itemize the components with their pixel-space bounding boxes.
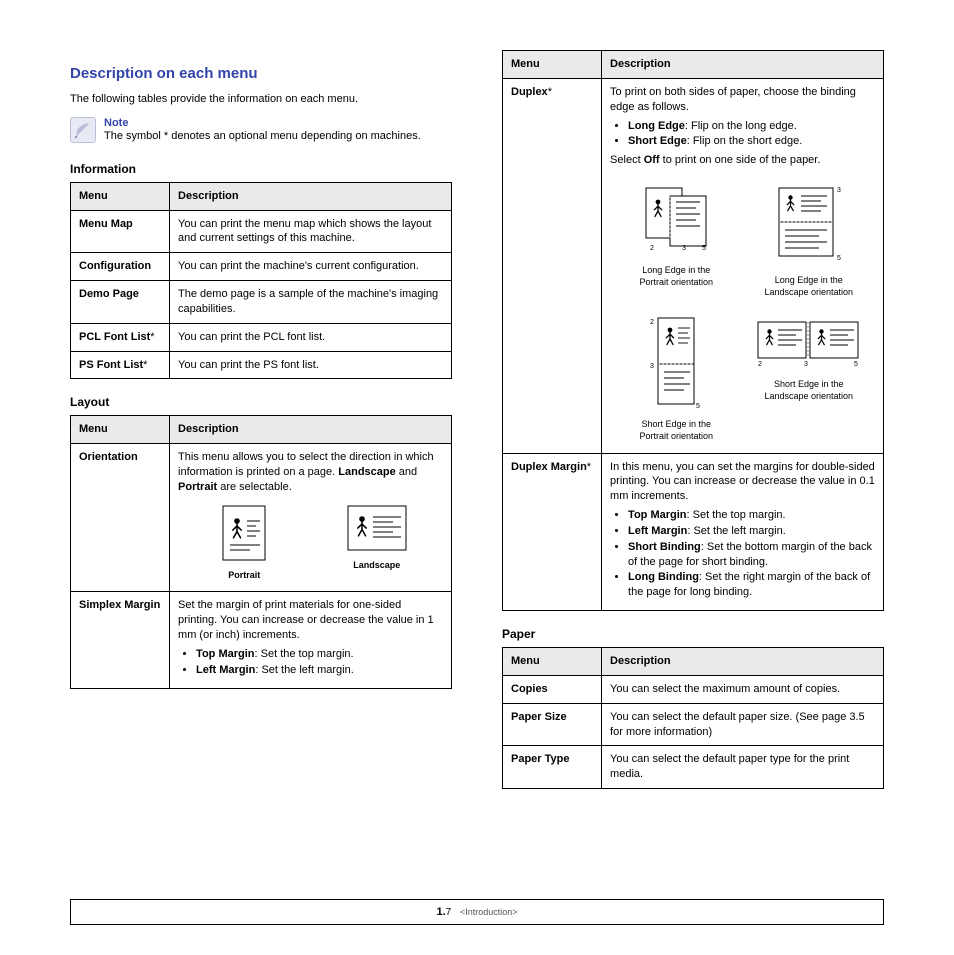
info-row-menu: Menu Map <box>71 210 170 253</box>
paper-row-desc: You can select the maximum amount of cop… <box>602 675 884 703</box>
info-row-menu: PCL Font List* <box>71 323 170 351</box>
duplex-long-landscape-icon: 35 <box>771 182 847 271</box>
paper-row-desc: You can select the default paper type fo… <box>602 746 884 789</box>
info-row-menu: PS Font List* <box>71 351 170 379</box>
svg-text:5: 5 <box>837 255 841 262</box>
paper-row-menu: Paper Type <box>503 746 602 789</box>
note-body: The symbol * denotes an optional menu de… <box>104 129 421 144</box>
th-desc: Description <box>170 416 452 444</box>
layout-orientation-menu: Orientation <box>71 444 170 592</box>
info-row-menu: Demo Page <box>71 281 170 324</box>
note-heading: Note <box>104 117 421 129</box>
note-block: Note The symbol * denotes an optional me… <box>70 117 452 144</box>
layout-simplex-menu: Simplex Margin <box>71 592 170 688</box>
note-icon <box>70 117 96 143</box>
paper-row-menu: Copies <box>503 675 602 703</box>
info-row-desc: The demo page is a sample of the machine… <box>170 281 452 324</box>
svg-text:3: 3 <box>650 363 654 370</box>
duplex-menu: Duplex* <box>503 78 602 453</box>
layout-table-continued: Menu Description Duplex* To print on bot… <box>502 50 884 611</box>
landscape-diagram-icon <box>347 505 407 556</box>
layout-orientation-desc: This menu allows you to select the direc… <box>170 444 452 592</box>
section-heading-information: Information <box>70 162 452 176</box>
th-menu: Menu <box>503 51 602 79</box>
duplex-desc: To print on both sides of paper, choose … <box>602 78 884 453</box>
info-row-desc: You can print the machine's current conf… <box>170 253 452 281</box>
svg-text:3: 3 <box>837 187 841 194</box>
duplex-long-portrait-icon: 2 3 5 <box>640 182 712 261</box>
portrait-diagram-icon <box>222 505 266 566</box>
svg-text:2: 2 <box>758 361 762 368</box>
section-heading-layout: Layout <box>70 395 452 409</box>
svg-text:2: 2 <box>650 245 654 252</box>
page-footer: 1.7 <Introduction> <box>70 899 884 925</box>
information-table: Menu Description Menu MapYou can print t… <box>70 182 452 380</box>
duplex-margin-menu: Duplex Margin* <box>503 453 602 611</box>
intro-text: The following tables provide the informa… <box>70 92 452 107</box>
info-row-desc: You can print the menu map which shows t… <box>170 210 452 253</box>
svg-text:3: 3 <box>682 245 686 252</box>
layout-table: Menu Description Orientation This menu a… <box>70 415 452 688</box>
svg-text:5: 5 <box>696 403 700 410</box>
th-desc: Description <box>602 51 884 79</box>
info-row-desc: You can print the PS font list. <box>170 351 452 379</box>
th-desc: Description <box>170 182 452 210</box>
duplex-margin-desc: In this menu, you can set the margins fo… <box>602 453 884 611</box>
duplex-short-portrait-icon: 2 3 5 <box>648 314 704 415</box>
paper-row-desc: You can select the default paper size. (… <box>602 703 884 746</box>
th-menu: Menu <box>71 416 170 444</box>
paper-table: Menu Description CopiesYou can select th… <box>502 647 884 789</box>
paper-row-menu: Paper Size <box>503 703 602 746</box>
layout-simplex-desc: Set the margin of print materials for on… <box>170 592 452 688</box>
page-title: Description on each menu <box>70 65 452 82</box>
th-menu: Menu <box>503 648 602 676</box>
svg-text:3: 3 <box>804 361 808 368</box>
svg-text:5: 5 <box>854 361 858 368</box>
info-row-desc: You can print the PCL font list. <box>170 323 452 351</box>
duplex-short-landscape-icon: 2 3 5 <box>754 314 864 375</box>
svg-text:5: 5 <box>702 245 706 252</box>
section-heading-paper: Paper <box>502 627 884 641</box>
info-row-menu: Configuration <box>71 253 170 281</box>
svg-text:2: 2 <box>650 319 654 326</box>
th-desc: Description <box>602 648 884 676</box>
th-menu: Menu <box>71 182 170 210</box>
